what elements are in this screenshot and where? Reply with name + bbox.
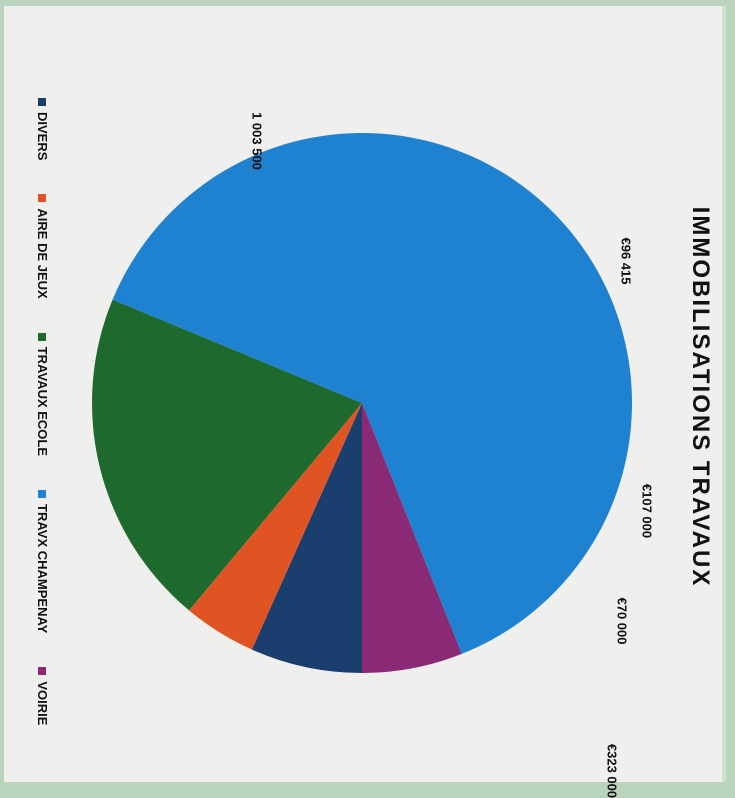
data-label-travx-champenay: 1 003 500: [249, 112, 265, 170]
pie-chart: [92, 133, 632, 673]
pie-slice-travaux-ecole: [92, 299, 362, 611]
legend-swatch: [38, 667, 47, 676]
data-label-travaux-ecole: €323 000: [604, 743, 620, 798]
data-label-aire-de-jeux: €70 000: [614, 597, 630, 645]
data-label-divers: €107 000: [639, 483, 655, 539]
pie-slice-aire-de-jeux: [189, 403, 362, 650]
legend-label: AIRE DE JEUX: [35, 208, 50, 299]
pie-slice-divers: [251, 403, 362, 673]
data-label-voirie: €96 415: [618, 237, 634, 285]
legend-label: VOIRIE: [35, 681, 50, 726]
pie-slice-voirie: [362, 403, 462, 673]
legend-item-aire-de-jeux: AIRE DE JEUX: [35, 194, 50, 299]
legend-item-travx-champenay: TRAVX CHAMPENAY: [35, 490, 50, 633]
legend-item-travaux-ecole: TRAVAUX ECOLE: [35, 332, 50, 457]
chart-legend: DIVERS AIRE DE JEUX TRAVAUX ECOLE TRAVX CHA…: [35, 98, 50, 725]
rotated-chart-area: IMMOBILISATIONS TRAVAUX €107 000 €70 000 €…: [4, 6, 722, 798]
legend-item-voirie: VOIRIE: [35, 667, 50, 725]
legend-label: TRAVAUX ECOLE: [35, 346, 50, 457]
legend-swatch: [38, 332, 47, 341]
pie-slice-travx-champenay: [112, 133, 632, 654]
legend-swatch: [38, 98, 47, 106]
chart-card: IMMOBILISATIONS TRAVAUX €107 000 €70 000 €…: [4, 6, 726, 798]
legend-label: DIVERS: [35, 112, 50, 161]
legend-swatch: [38, 194, 47, 203]
legend-swatch: [38, 490, 47, 499]
legend-label: TRAVX CHAMPENAY: [35, 504, 50, 634]
legend-item-divers: DIVERS: [35, 98, 50, 160]
page-background: IMMOBILISATIONS TRAVAUX €107 000 €70 000 €…: [4, 6, 726, 798]
